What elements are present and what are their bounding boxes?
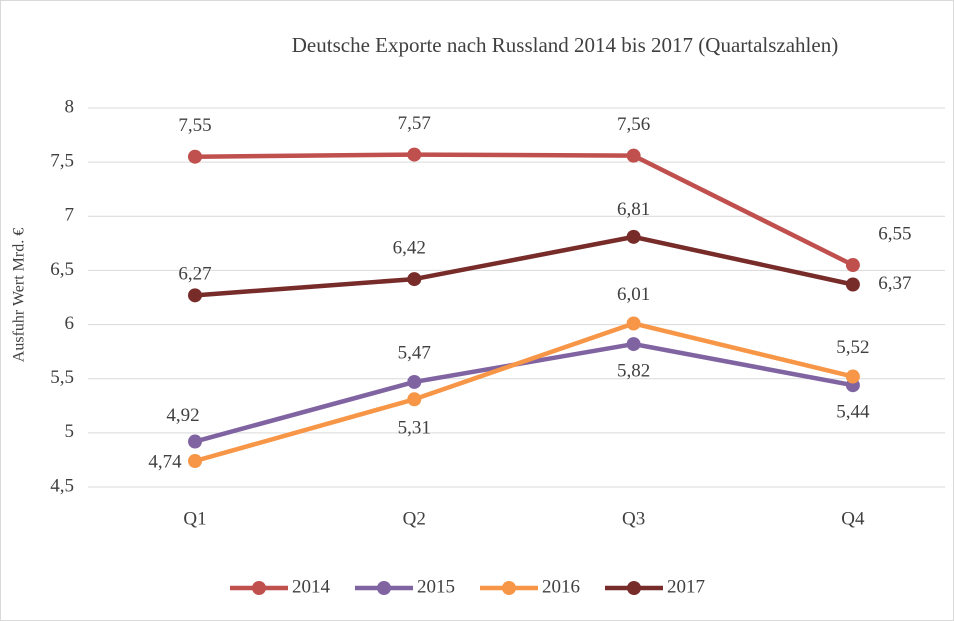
legend-marker (377, 581, 391, 595)
legend-label: 2015 (417, 576, 455, 597)
y-tick-label: 5 (65, 421, 75, 442)
data-label: 5,44 (836, 402, 870, 423)
x-tick-label: Q3 (622, 508, 645, 529)
series-line (194, 234, 854, 298)
legend-label: 2014 (292, 576, 331, 597)
data-point (407, 272, 422, 287)
data-label: 4,74 (148, 451, 182, 472)
y-tick-label: 5,5 (50, 367, 74, 388)
data-point (626, 337, 641, 352)
data-point (845, 258, 860, 273)
data-point (626, 316, 641, 331)
x-tick-label: Q2 (403, 508, 426, 529)
data-label: 6,55 (878, 223, 911, 244)
data-point (626, 148, 641, 163)
y-tick-label: 4,5 (50, 475, 74, 496)
data-point (407, 147, 422, 162)
data-point (188, 149, 202, 164)
data-point (845, 369, 860, 384)
legend-label: 2017 (667, 576, 705, 597)
data-label: 5,52 (836, 337, 869, 358)
data-label: 5,47 (398, 342, 431, 363)
data-label: 7,55 (178, 115, 211, 136)
legend-marker (252, 581, 266, 595)
y-axis-label: Ausfuhr Wert Mrd. € (11, 228, 28, 362)
data-point (407, 374, 422, 389)
data-label: 6,42 (393, 237, 426, 258)
data-label: 7,57 (398, 113, 431, 134)
data-point (188, 288, 202, 303)
data-point (407, 392, 422, 407)
x-tick-label: Q1 (183, 508, 206, 529)
legend-label: 2016 (542, 576, 580, 597)
data-label: 7,56 (617, 114, 650, 135)
series-line (194, 152, 854, 268)
data-label: 6,01 (617, 284, 650, 305)
chart-title: Deutsche Exporte nach Russland 2014 bis … (292, 33, 838, 57)
y-tick-label: 7,5 (50, 151, 74, 172)
data-label: 4,92 (166, 405, 199, 426)
data-point (845, 277, 860, 292)
data-point (188, 434, 202, 449)
legend-marker (627, 581, 641, 595)
x-tick-label: Q4 (841, 508, 865, 529)
y-tick-label: 6 (65, 313, 75, 334)
y-tick-label: 7 (65, 205, 75, 226)
data-label: 6,81 (617, 199, 650, 220)
series-line (194, 321, 854, 464)
data-label: 5,82 (617, 360, 650, 381)
data-point (188, 454, 202, 469)
y-tick-label: 6,5 (50, 259, 74, 280)
data-label: 6,37 (878, 273, 911, 294)
data-label: 6,27 (178, 264, 211, 285)
y-tick-label: 8 (65, 96, 75, 117)
data-point (626, 229, 641, 244)
data-label: 5,31 (398, 418, 431, 439)
legend-marker (502, 581, 516, 595)
